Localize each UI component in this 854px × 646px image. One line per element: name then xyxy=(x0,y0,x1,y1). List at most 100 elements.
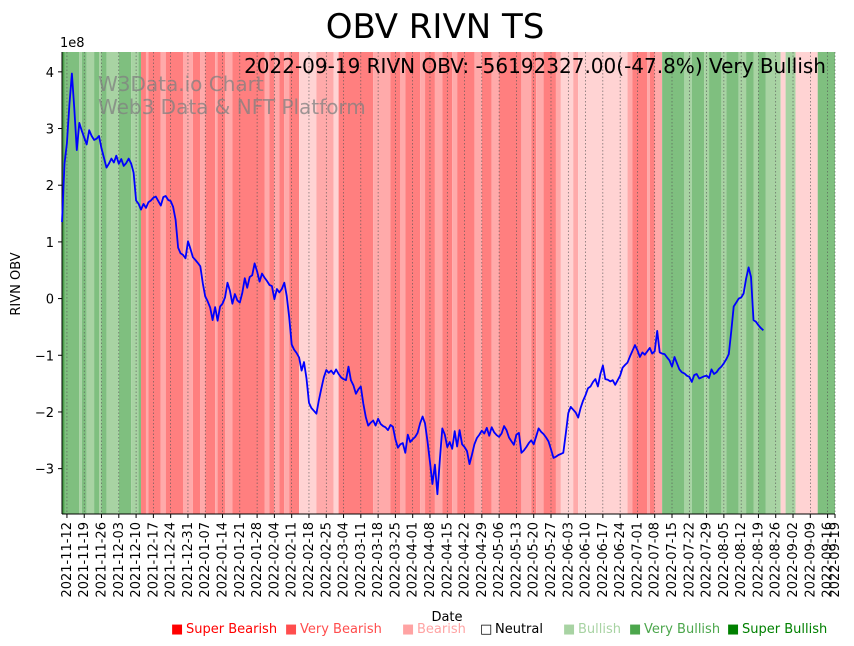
regime-band-very-bullish xyxy=(64,52,80,514)
regime-band-bearish xyxy=(373,52,391,514)
regime-band-neutral xyxy=(795,52,818,514)
regime-band-bearish xyxy=(400,52,406,514)
regime-band-very-bullish xyxy=(94,52,100,514)
y-axis-label: RIVN OBV xyxy=(9,252,24,315)
x-tick-label: 2022-06-17 xyxy=(596,522,611,598)
regime-band-bullish xyxy=(684,52,692,514)
legend-label: Bearish xyxy=(417,622,466,637)
regime-band-bullish xyxy=(131,52,139,514)
x-tick-label: 2022-02-11 xyxy=(285,522,300,598)
y-tick-label: 4 xyxy=(46,66,54,81)
regime-band-bearish xyxy=(654,52,663,514)
regime-band-very-bearish xyxy=(543,52,556,514)
legend: ■ Super Bearish ■ Very Bearish ■ Bearish □ Neut… xyxy=(171,622,827,637)
x-tick-label: 2022-07-01 xyxy=(630,522,645,598)
x-axis-label: Date xyxy=(431,610,462,625)
regime-band-bullish xyxy=(79,52,82,514)
regime-band-bearish xyxy=(224,52,233,514)
x-tick-label: 2021-11-26 xyxy=(95,522,110,598)
x-tick-label: 2022-03-04 xyxy=(337,522,352,598)
regime-band-very-bullish xyxy=(101,52,107,514)
regime-band-very-bearish xyxy=(279,52,285,514)
regime-band-very-bearish xyxy=(481,52,492,514)
regime-band-super-bullish xyxy=(62,52,65,514)
regime-band-bearish xyxy=(160,52,166,514)
regime-band-very-bearish xyxy=(499,52,522,514)
watermark-line-2: Web3 Data & NFT Platform xyxy=(98,95,366,119)
regime-band-bearish xyxy=(434,52,443,514)
regime-band-bearish xyxy=(573,52,579,514)
regime-band-bearish xyxy=(491,52,500,514)
x-tick-label: 2022-07-22 xyxy=(682,522,697,598)
x-tick-label: 2021-12-31 xyxy=(181,522,196,598)
regime-band-bearish xyxy=(521,52,532,514)
regime-band-very-bullish xyxy=(746,52,754,514)
legend-marker: ■ xyxy=(563,622,575,637)
regime-band-very-bullish xyxy=(118,52,132,514)
y-tick-label: −3 xyxy=(35,463,54,478)
x-tick-label: 2022-07-29 xyxy=(700,522,715,598)
x-tick-label: 2022-03-18 xyxy=(371,522,386,598)
y-tick-label: 3 xyxy=(46,123,54,138)
regime-band-very-bearish xyxy=(269,52,275,514)
x-tick-label: 2022-02-25 xyxy=(319,522,334,598)
regime-band-very-bearish xyxy=(457,52,475,514)
y-tick-label: −2 xyxy=(35,406,54,421)
x-tick-label: 2021-12-03 xyxy=(112,522,127,598)
x-tick-label: 2022-07-08 xyxy=(648,522,663,598)
regime-band-bearish xyxy=(452,52,458,514)
legend-marker: ■ xyxy=(402,622,414,637)
regime-band-very-bearish xyxy=(165,52,184,514)
regime-band-bearish xyxy=(215,52,218,514)
plot-area: −3 −2 −1 0 1 2 3 4 2021-11-12 2021-11-19 2021-11-2… xyxy=(35,52,843,598)
x-tick-label: 2022-08-19 xyxy=(751,522,766,598)
regime-band-bullish xyxy=(738,52,747,514)
x-tick-label: 2022-08-12 xyxy=(734,522,749,598)
regime-band-very-bullish xyxy=(662,52,685,514)
legend-marker: ■ xyxy=(171,622,183,637)
x-tick-label: 2022-05-06 xyxy=(492,522,507,598)
x-tick-label: 2022-03-25 xyxy=(388,522,403,598)
regime-band-very-bearish xyxy=(632,52,648,514)
regime-band-very-bullish xyxy=(726,52,739,514)
regime-band-very-bullish xyxy=(138,52,142,514)
legend-marker: ■ xyxy=(629,622,641,637)
x-tick-label: 2022-04-15 xyxy=(440,522,455,598)
chart-title: OBV RIVN TS xyxy=(326,7,545,47)
x-tick-label: 2021-12-10 xyxy=(129,522,144,598)
regime-band-very-bullish xyxy=(709,52,722,514)
x-tick-label: 2022-04-29 xyxy=(475,522,490,598)
legend-marker: ■ xyxy=(727,622,739,637)
latest-value-annotation: 2022-09-19 RIVN OBV: -56192327.00(-47.8%… xyxy=(244,54,826,78)
regime-band-very-bearish xyxy=(346,52,374,514)
y-tick-label: 1 xyxy=(46,236,54,251)
regime-band-bearish xyxy=(284,52,290,514)
y-tick-label: 2 xyxy=(46,179,54,194)
regime-band-bearish xyxy=(264,52,270,514)
y-tick-label: −1 xyxy=(35,349,54,364)
regime-band-bearish xyxy=(316,52,334,514)
regime-band-very-bearish xyxy=(649,52,655,514)
x-tick-label: 2022-04-08 xyxy=(423,522,438,598)
x-tick-label: 2022-07-15 xyxy=(665,522,680,598)
regime-band-neutral xyxy=(780,52,786,514)
x-tick-label: 2022-03-11 xyxy=(354,522,369,598)
legend-label: Very Bullish xyxy=(644,622,720,637)
y-tick-label: 0 xyxy=(46,293,54,308)
x-tick-label: 2022-09-19 xyxy=(828,522,843,598)
x-tick-label: 2022-06-24 xyxy=(613,522,628,598)
x-tick-label: 2022-01-14 xyxy=(216,522,231,598)
regime-band-very-bearish xyxy=(148,52,161,514)
x-tick-label: 2022-04-22 xyxy=(458,522,473,598)
x-tick-label: 2022-09-02 xyxy=(786,522,801,598)
regime-band-neutral xyxy=(333,52,339,514)
regime-band-bullish xyxy=(765,52,781,514)
regime-band-bearish xyxy=(474,52,482,514)
x-tick-label: 2022-05-13 xyxy=(509,522,524,598)
x-tick-label: 2022-09-09 xyxy=(803,522,818,598)
legend-label: Super Bearish xyxy=(186,622,277,637)
regime-band-bearish xyxy=(555,52,561,514)
regime-band-bearish xyxy=(145,52,149,514)
regime-band-very-bearish xyxy=(289,52,300,514)
